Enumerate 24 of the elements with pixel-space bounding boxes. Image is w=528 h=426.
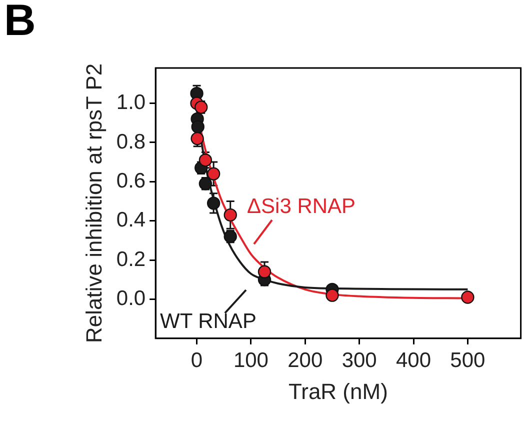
x-tick-label: 400 xyxy=(396,348,432,372)
x-tick-label: 300 xyxy=(342,348,377,372)
series-label: ΔSi3 RNAP xyxy=(247,195,356,218)
y-tick-label: 0.2 xyxy=(116,248,146,271)
point xyxy=(326,288,339,302)
x-tick-label: 200 xyxy=(288,348,323,372)
point xyxy=(258,265,272,278)
text: B xyxy=(4,0,36,46)
point xyxy=(206,167,220,180)
point xyxy=(461,290,474,304)
y-axis-title: Relative inhibition at rpsT P2 xyxy=(81,63,106,344)
point xyxy=(191,120,204,134)
y-tick-label: 0.8 xyxy=(116,130,146,154)
y-tick-label: 0.0 xyxy=(116,287,146,310)
y-tick-label: 0.4 xyxy=(116,208,146,232)
x-tick-label: 0 xyxy=(190,348,203,372)
legend-label: WT RNAP xyxy=(160,310,256,333)
point xyxy=(206,196,220,210)
y-tick-label: 1.0 xyxy=(116,91,146,114)
y-tick-label: 0.6 xyxy=(116,169,146,192)
x-tick-label: 100 xyxy=(233,348,268,372)
point xyxy=(224,208,237,222)
x-axis-title: TraR (nM) xyxy=(288,378,388,404)
x-tick-label: 500 xyxy=(450,348,486,372)
